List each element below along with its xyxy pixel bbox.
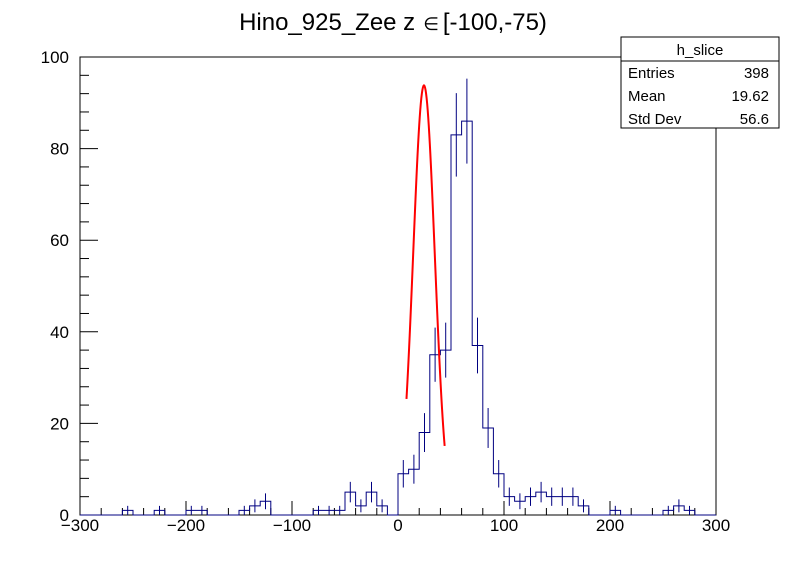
y-tick-label: 0 xyxy=(60,506,69,525)
y-tick-label: 60 xyxy=(50,231,69,250)
stats-mean-label: Mean xyxy=(628,88,666,105)
title-symbol: ∈ xyxy=(423,14,439,34)
y-tick-label: 20 xyxy=(50,414,69,433)
stats-stddev-label: Std Dev xyxy=(628,111,682,128)
gaussian-fit-curve xyxy=(405,84,446,446)
y-tick-labels: 0 20 40 60 80 100 xyxy=(41,48,69,525)
stats-box-frame xyxy=(620,36,780,129)
x-tick-labels: −300 −200 −100 0 100 200 300 xyxy=(61,516,730,535)
x-tick-label: −200 xyxy=(167,516,205,535)
title-main: Hino_925_Zee z xyxy=(239,9,415,36)
stats-stddev-value: 56.6 xyxy=(740,111,769,128)
histogram-series xyxy=(80,120,716,516)
title-range: [-100,-75) xyxy=(443,9,547,36)
y-tick-label: 80 xyxy=(50,140,69,159)
error-bars xyxy=(127,78,690,515)
x-tick-label: −300 xyxy=(61,516,99,535)
x-tick-label: 100 xyxy=(490,516,518,535)
x-tick-label: 300 xyxy=(702,516,730,535)
stats-box-title: h_slice xyxy=(677,42,724,59)
x-tick-label: 0 xyxy=(393,516,402,535)
x-tick-label: 200 xyxy=(596,516,624,535)
y-tick-label: 40 xyxy=(50,323,69,342)
chart-title: Hino_925_Zee z ∈ [-100,-75) xyxy=(239,9,547,36)
stats-entries-label: Entries xyxy=(628,65,675,82)
stats-box: h_slice Entries 398 Mean 19.62 Std Dev 5… xyxy=(620,36,780,129)
stats-mean-value: 19.62 xyxy=(731,88,769,105)
y-tick-label: 100 xyxy=(41,48,69,67)
stats-entries-value: 398 xyxy=(744,65,769,82)
x-tick-label: −100 xyxy=(273,516,311,535)
